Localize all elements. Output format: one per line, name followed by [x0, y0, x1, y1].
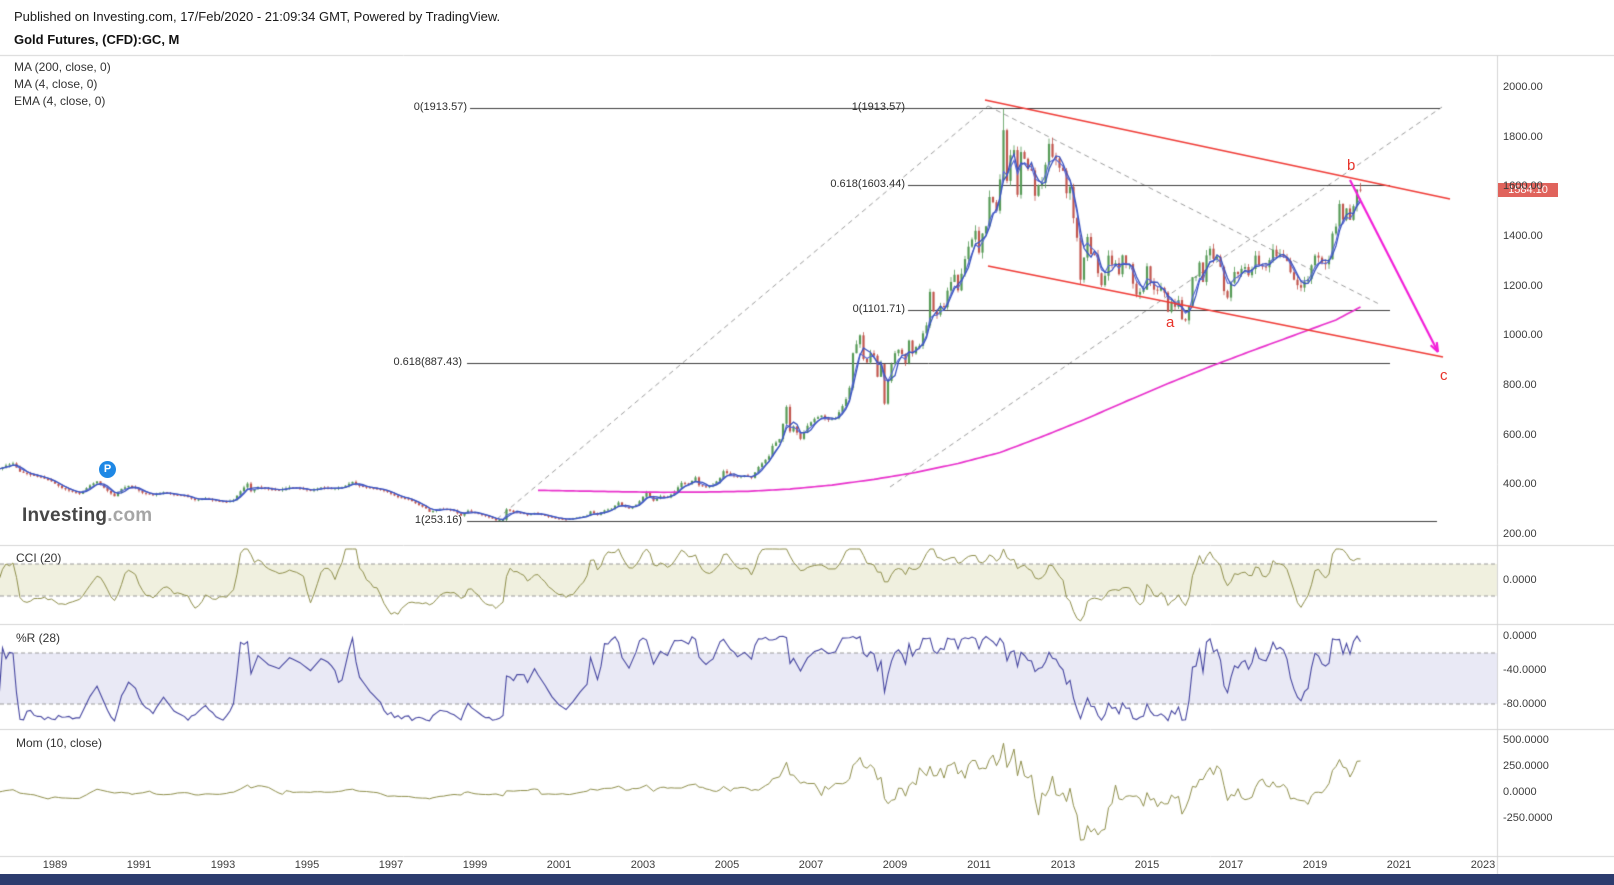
- pane-label-cci: CCI (20): [16, 551, 62, 565]
- year-label: 1997: [378, 859, 404, 871]
- time-axis[interactable]: [0, 856, 1497, 874]
- price-axis-label: 600.00: [1503, 428, 1537, 441]
- fib-label: 0(1913.57): [413, 101, 467, 114]
- year-label: 2023: [1470, 859, 1496, 871]
- year-label: 2015: [1134, 859, 1160, 871]
- year-label: 1989: [42, 859, 68, 871]
- year-label: 2005: [714, 859, 740, 871]
- price-axis-label: 200.00: [1503, 528, 1537, 540]
- publish-marker[interactable]: P: [99, 461, 116, 478]
- price-axis-label: 1200.00: [1503, 279, 1543, 292]
- price-axis-label: 1600.00: [1503, 180, 1543, 193]
- price-axis-label: 1800.00: [1503, 130, 1543, 143]
- fib-label: 0.618(1603.44): [830, 178, 905, 191]
- year-label: 1993: [210, 859, 236, 871]
- price-axis[interactable]: [1497, 55, 1614, 856]
- mom-axis-label: 0.0000: [1503, 786, 1537, 798]
- wr-axis-label: -80.0000: [1503, 698, 1547, 710]
- published-line: Published on Investing.com, 17/Feb/2020 …: [14, 9, 501, 24]
- wr-axis-label: -40.0000: [1503, 664, 1547, 676]
- year-label: 2003: [630, 859, 656, 871]
- year-label: 2007: [798, 859, 824, 871]
- mom-axis-label: 500.0000: [1503, 734, 1549, 746]
- price-axis-label: 400.00: [1503, 478, 1537, 491]
- fib-label: 0(1101.71): [852, 303, 905, 316]
- price-axis-label: 1000.00: [1503, 329, 1543, 342]
- year-label: 2021: [1386, 859, 1412, 871]
- pane-label-wr: %R (28): [16, 631, 61, 645]
- price-axis-label: 800.00: [1503, 379, 1537, 391]
- logo-text: Investing: [22, 505, 108, 526]
- wr-axis-label: 0.0000: [1503, 630, 1537, 642]
- year-label: 1999: [462, 859, 488, 871]
- indicator-label-ma200: MA (200, close, 0): [14, 60, 111, 74]
- indicator-label-ma4: MA (4, close, 0): [14, 77, 98, 91]
- investing-logo: Investing.com: [22, 505, 152, 527]
- year-label: 1995: [294, 859, 320, 871]
- year-label: 1991: [126, 859, 152, 871]
- annotation-letter-a: a: [1166, 314, 1175, 331]
- year-label: 2019: [1302, 859, 1328, 871]
- fib-label: 1(253.16): [414, 513, 462, 526]
- logo-tld: .com: [107, 505, 153, 526]
- year-label: 2013: [1050, 859, 1076, 871]
- annotation-letter-c: c: [1440, 367, 1448, 384]
- mom-axis-label: 250.0000: [1503, 760, 1549, 772]
- price-axis-label: 1400.00: [1503, 230, 1543, 242]
- pane-label-mom: Mom (10, close): [16, 736, 103, 750]
- cci-axis-label: 0.0000: [1503, 574, 1537, 586]
- price-axis-label: 2000.00: [1503, 81, 1543, 93]
- fib-label: 1(1913.57): [851, 101, 905, 114]
- indicator-label-ema4: EMA (4, close, 0): [14, 94, 106, 108]
- year-label: 2017: [1218, 859, 1244, 871]
- annotation-letter-b: b: [1347, 157, 1356, 174]
- year-label: 2009: [882, 859, 908, 871]
- timeline-scrollbar[interactable]: [0, 874, 1614, 885]
- symbol-title: Gold Futures, (CFD):GC, M: [14, 32, 180, 47]
- year-label: 2011: [967, 859, 991, 871]
- fib-label: 0.618(887.43): [393, 356, 463, 369]
- year-label: 2001: [546, 859, 572, 871]
- mom-axis-label: -250.0000: [1503, 812, 1553, 824]
- last-price-badge: 1584.10: [1498, 183, 1558, 198]
